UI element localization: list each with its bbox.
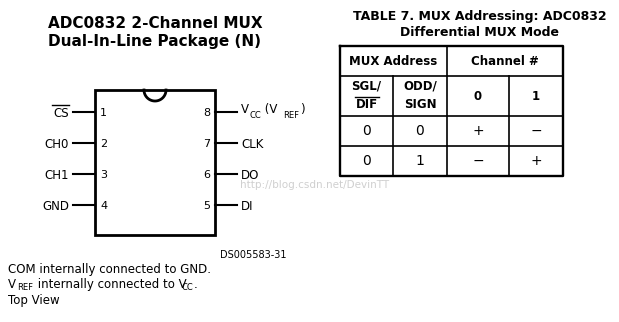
Text: −: −	[530, 124, 542, 138]
Text: 1: 1	[532, 90, 540, 102]
Text: V: V	[241, 102, 249, 116]
Text: ODD/: ODD/	[403, 80, 437, 92]
Text: http://blog.csdn.net/DevinTT: http://blog.csdn.net/DevinTT	[240, 180, 389, 190]
Bar	[95, 90, 215, 235]
Text: MUX Address: MUX Address	[349, 54, 438, 68]
Text: .: .	[194, 278, 197, 291]
Text: CC: CC	[249, 110, 261, 119]
Text: CH1: CH1	[45, 168, 69, 182]
Text: 4: 4	[100, 201, 107, 211]
Text: DS005583-31: DS005583-31	[220, 250, 287, 260]
Text: Top View: Top View	[8, 294, 59, 307]
Text: SGL/: SGL/	[352, 80, 381, 92]
Text: 6: 6	[203, 170, 210, 180]
Text: 0: 0	[415, 124, 425, 138]
Text: 3: 3	[100, 170, 107, 180]
Text: 7: 7	[203, 139, 210, 149]
Text: +: +	[530, 154, 542, 168]
Text: internally connected to V: internally connected to V	[34, 278, 186, 291]
Text: COM internally connected to GND.: COM internally connected to GND.	[8, 263, 211, 276]
Text: ADC0832 2-Channel MUX: ADC0832 2-Channel MUX	[48, 16, 262, 31]
Text: TABLE 7. MUX Addressing: ADC0832: TABLE 7. MUX Addressing: ADC0832	[353, 10, 607, 23]
Text: GND: GND	[42, 200, 69, 213]
Text: −: −	[472, 154, 484, 168]
Text: Channel #: Channel #	[471, 54, 539, 68]
Text: CC: CC	[181, 283, 193, 292]
Text: +: +	[472, 124, 484, 138]
Text: REF: REF	[283, 110, 299, 119]
Text: DO: DO	[241, 168, 259, 182]
Text: CLK: CLK	[241, 137, 263, 150]
Text: 2: 2	[100, 139, 107, 149]
Text: (V: (V	[261, 102, 277, 116]
Text: 8: 8	[203, 108, 210, 118]
Text: DIF: DIF	[355, 98, 378, 110]
Text: 1: 1	[415, 154, 425, 168]
Text: 0: 0	[362, 124, 371, 138]
Text: 0: 0	[474, 90, 482, 102]
Text: Dual-In-Line Package (N): Dual-In-Line Package (N)	[48, 34, 261, 49]
Text: DI: DI	[241, 200, 254, 213]
Text: Differential MUX Mode: Differential MUX Mode	[400, 26, 560, 39]
Text: CS: CS	[53, 107, 69, 119]
Text: 1: 1	[100, 108, 107, 118]
Text: V: V	[8, 278, 16, 291]
Text: CH0: CH0	[45, 137, 69, 150]
Text: 0: 0	[362, 154, 371, 168]
Text: ): )	[300, 102, 305, 116]
Text: REF: REF	[17, 283, 33, 292]
Text: 5: 5	[203, 201, 210, 211]
Text: SIGN: SIGN	[404, 98, 436, 110]
